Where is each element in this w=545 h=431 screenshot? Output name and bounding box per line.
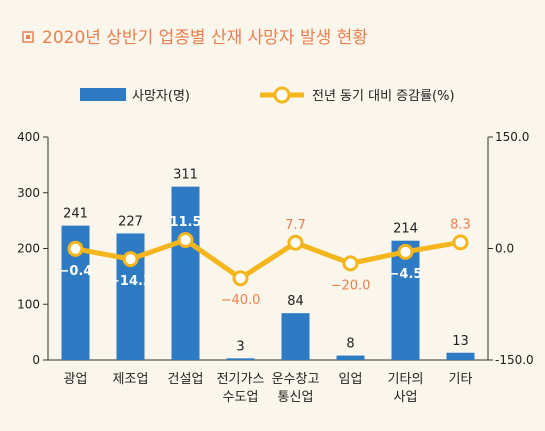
left-tick-label: 300 <box>17 186 40 200</box>
left-tick-label: 200 <box>17 242 40 256</box>
line-value-label: −0.4 <box>59 264 93 279</box>
line-point <box>397 243 414 260</box>
left-tick-label: 0 <box>32 353 40 367</box>
legend-line-label: 전년 동기 대비 증감률(%) <box>312 89 455 104</box>
line-point <box>122 251 139 268</box>
line-point <box>177 231 194 248</box>
title-bullet-icon-inner <box>26 35 30 39</box>
bar-value-label: 84 <box>287 294 304 309</box>
left-tick-label: 400 <box>17 130 40 144</box>
bar-value-label: 214 <box>393 222 418 237</box>
bar-value-label: 3 <box>236 339 244 354</box>
x-tick-label: 광업 <box>64 372 88 387</box>
bar-value-label: 311 <box>173 168 198 183</box>
left-tick-label: 100 <box>17 297 40 311</box>
bar <box>171 186 200 360</box>
line-value-label: −40.0 <box>221 293 261 308</box>
legend-bar-swatch <box>80 88 126 101</box>
x-tick-label: 제조업 <box>113 372 149 387</box>
bar <box>391 240 420 360</box>
x-tick-label: 기타의 <box>388 372 424 387</box>
x-tick-label: 통신업 <box>278 390 314 405</box>
line-point <box>232 270 249 287</box>
line-value-label: −14.3 <box>109 274 152 289</box>
line-value-label: −4.5 <box>389 267 423 282</box>
line-series-path <box>75 237 461 281</box>
title-bullet-icon <box>22 31 34 43</box>
bar <box>336 355 365 360</box>
chart-title: 2020년 상반기 업종별 산재 사망자 발생 현황 <box>42 28 368 48</box>
right-tick-label: -150.0 <box>495 353 534 367</box>
x-tick-label: 수도업 <box>223 390 259 405</box>
bar-value-label: 227 <box>118 214 143 229</box>
bar-value-label: 13 <box>452 334 469 349</box>
x-tick-label: 임업 <box>339 372 363 387</box>
line-value-label: 7.7 <box>285 218 306 233</box>
legend-bar-label: 사망자(명) <box>132 89 190 104</box>
bar <box>446 352 475 360</box>
right-tick-label: 150.0 <box>495 130 529 144</box>
right-tick-label: 0.0 <box>495 242 514 256</box>
x-tick-label: 운수창고 <box>272 372 320 387</box>
x-tick-label: 전기가스 <box>217 372 265 387</box>
bar <box>226 358 255 360</box>
x-tick-label: 기타 <box>449 372 473 387</box>
line-value-label: 8.3 <box>450 217 471 232</box>
line-value-label: −20.0 <box>331 278 371 293</box>
bar-value-label: 241 <box>63 207 88 222</box>
line-point <box>342 255 359 272</box>
line-point <box>452 234 469 251</box>
legend-line-marker-icon <box>273 86 291 104</box>
line-point <box>67 240 84 257</box>
bar-value-label: 8 <box>346 337 354 352</box>
line-point <box>287 234 304 251</box>
x-tick-label: 건설업 <box>168 372 204 387</box>
bar <box>281 313 310 360</box>
line-value-label: 11.5 <box>169 215 201 230</box>
x-tick-label: 사업 <box>394 390 418 405</box>
